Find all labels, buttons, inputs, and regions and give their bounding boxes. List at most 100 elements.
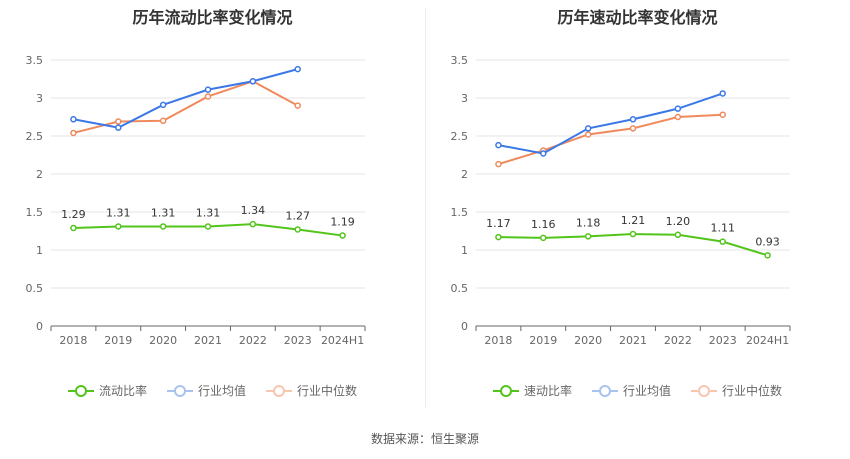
industry-median-series-point: [159, 117, 167, 125]
legend-marker-icon: [591, 384, 618, 398]
industry-avg-series-point: [294, 65, 301, 73]
y-tick-label: 0: [36, 320, 43, 333]
x-tick-label: 2021: [194, 334, 222, 347]
legend-marker-icon: [691, 384, 717, 398]
data-label: 1.31: [151, 206, 176, 219]
industry-avg-series-point: [249, 78, 257, 85]
legend-marker-icon: [492, 384, 519, 398]
legend-marker-icon: [67, 384, 94, 398]
data-label: 1.11: [710, 222, 735, 235]
x-tick-label: 2019: [104, 334, 132, 347]
legend: 速动比率 行业均值 行业中位数: [425, 382, 850, 399]
industry-median-series-point: [719, 111, 726, 118]
industry-avg-series-point: [115, 124, 122, 131]
x-tick-label: 2024H1: [321, 334, 364, 347]
industry-avg-series-point: [495, 141, 502, 149]
data-label: 1.27: [285, 209, 310, 222]
company-series-point: [70, 224, 77, 232]
data-label: 1.21: [621, 214, 646, 227]
industry-avg-series-line: [73, 68, 298, 129]
y-tick-label: 1: [461, 244, 468, 257]
data-label: 1.20: [666, 215, 691, 228]
industry-median-series-point: [70, 129, 77, 137]
company-series-point: [674, 231, 682, 239]
legend-label: 行业均值: [622, 384, 671, 398]
legend-label: 流动比率: [98, 384, 147, 398]
industry-avg-series-point: [674, 105, 682, 112]
data-label: 1.29: [61, 208, 86, 221]
company-series-point: [540, 234, 547, 242]
x-tick-label: 2021: [619, 334, 647, 347]
industry-avg-series-point: [204, 86, 212, 93]
x-tick-label: 2018: [484, 334, 512, 347]
y-tick-label: 3: [36, 92, 43, 105]
panel-divider: [425, 8, 426, 408]
company-series-point: [294, 226, 301, 233]
company-series-point: [495, 233, 502, 241]
legend-item-company[interactable]: 速动比率: [492, 382, 572, 399]
company-series-point: [339, 232, 346, 239]
company-series-point: [204, 223, 212, 230]
legend-item-industry-avg[interactable]: 行业均值: [166, 382, 246, 399]
industry-median-series-point: [674, 113, 682, 121]
data-label: 0.93: [755, 235, 780, 248]
quick-ratio-panel: 历年速动比率变化情况 0 0.5 1 1.5 2 2.5 3 3.5 2018 2019 2020 2…: [425, 0, 850, 420]
y-tick-label: 0.5: [26, 282, 44, 295]
y-tick-label: 1.5: [451, 206, 469, 219]
x-tick-label: 2022: [239, 334, 267, 347]
y-tick-label: 1.5: [26, 206, 44, 219]
data-label: 1.31: [106, 206, 131, 219]
company-series-point: [249, 220, 257, 228]
industry-avg-series-point: [70, 116, 77, 123]
data-label: 1.34: [241, 204, 266, 217]
y-tick-label: 3.5: [451, 54, 469, 67]
y-tick-label: 3: [461, 92, 468, 105]
industry-avg-series-point: [719, 90, 726, 97]
y-tick-label: 3.5: [26, 54, 44, 67]
x-tick-label: 2018: [59, 334, 87, 347]
company-series-point: [115, 223, 122, 230]
legend-label: 行业中位数: [297, 384, 358, 398]
company-series-point: [764, 252, 771, 259]
legend-marker-icon: [266, 384, 292, 398]
x-tick-label: 2019: [529, 334, 557, 347]
industry-median-series-line: [73, 80, 299, 134]
company-series-point: [159, 223, 167, 230]
legend-marker-icon: [166, 384, 193, 398]
industry-median-series-point: [584, 131, 592, 138]
y-tick-label: 2.5: [26, 130, 44, 143]
legend-item-industry-median[interactable]: 行业中位数: [266, 382, 357, 399]
data-label: 1.31: [196, 206, 221, 219]
chart-title: 历年速动比率变化情况: [557, 8, 718, 27]
industry-avg-series-line: [498, 92, 724, 155]
legend-label: 行业均值: [197, 384, 246, 398]
legend-item-company[interactable]: 流动比率: [67, 382, 147, 399]
chart-title: 历年流动比率变化情况: [132, 8, 293, 27]
y-tick-label: 2: [36, 168, 43, 181]
industry-median-series-point: [629, 125, 637, 132]
industry-median-series-line: [498, 113, 723, 166]
company-series-point: [584, 233, 592, 240]
x-tick-label: 2020: [149, 334, 177, 347]
data-label: 1.19: [330, 216, 355, 229]
legend: 流动比率 行业均值 行业中位数: [0, 382, 425, 399]
x-tick-label: 2023: [709, 334, 737, 347]
legend-item-industry-avg[interactable]: 行业均值: [591, 382, 671, 399]
y-tick-label: 0.5: [451, 282, 469, 295]
company-series-point: [719, 238, 726, 245]
y-tick-label: 2: [461, 168, 468, 181]
industry-avg-series-point: [159, 101, 167, 109]
legend-label: 速动比率: [523, 384, 572, 398]
industry-median-series-point: [204, 93, 212, 100]
y-tick-label: 2.5: [451, 130, 469, 143]
company-series-point: [629, 230, 637, 238]
data-label: 1.18: [576, 216, 601, 229]
x-tick-label: 2020: [574, 334, 602, 347]
industry-avg-series-point: [540, 150, 547, 157]
y-tick-label: 1: [36, 244, 43, 257]
x-tick-label: 2022: [664, 334, 692, 347]
current-ratio-chart: 0 0.5 1 1.5 2 2.5 3 3.5 2018 2019 2020 2021 2022 2023…: [26, 54, 366, 347]
legend-item-industry-median[interactable]: 行业中位数: [691, 382, 782, 399]
quick-ratio-chart: 0 0.5 1 1.5 2 2.5 3 3.5 2018 2019 2020 2021 2022 2023…: [451, 54, 791, 347]
data-label: 1.17: [486, 217, 511, 230]
